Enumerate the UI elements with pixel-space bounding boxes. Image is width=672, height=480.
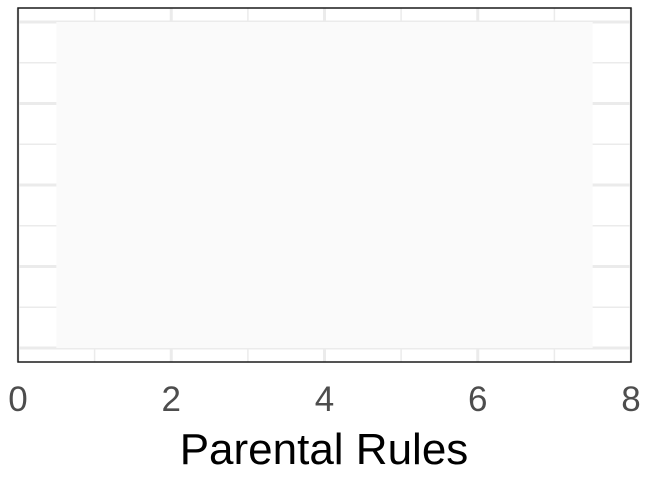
bars (56, 22, 593, 348)
bar-0 (56, 22, 593, 348)
panel-border (17, 7, 632, 363)
x-axis-tick-labels: 0 2 4 6 8 (8, 380, 640, 419)
x-tick-label-3: 6 (468, 380, 487, 419)
x-tick-label-4: 8 (621, 380, 640, 419)
x-axis-title: Parental Rules (180, 425, 469, 474)
x-tick-label-2: 4 (315, 380, 334, 419)
x-tick-label-1: 2 (162, 380, 181, 419)
x-tick-label-0: 0 (8, 380, 27, 419)
